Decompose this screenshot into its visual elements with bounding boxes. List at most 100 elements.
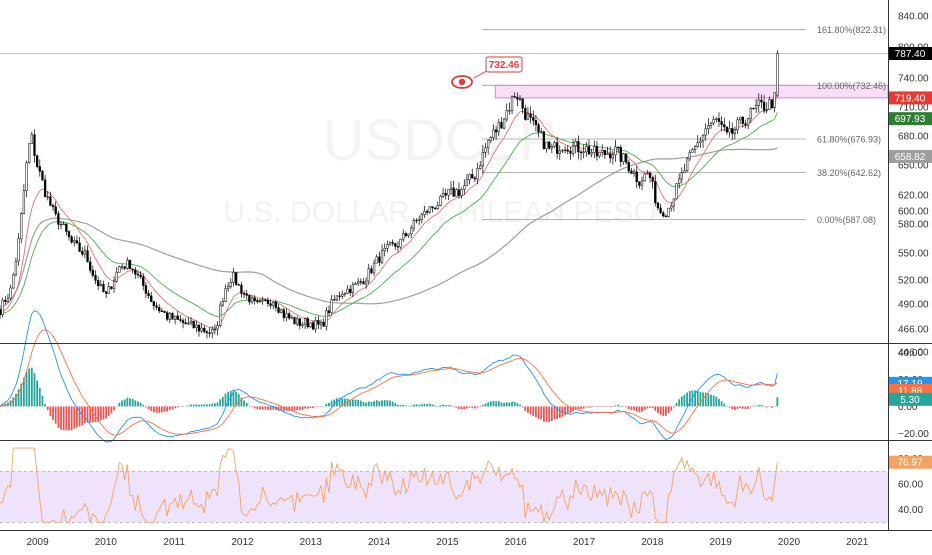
macd-histogram-bar[interactable] (466, 406, 468, 409)
macd-histogram-bar[interactable] (354, 399, 357, 407)
macd-histogram-bar[interactable] (253, 406, 256, 409)
macd-histogram-bar[interactable] (744, 406, 747, 410)
price-candle[interactable] (168, 311, 171, 324)
macd-histogram-bar[interactable] (699, 391, 702, 407)
macd-histogram-bar[interactable] (86, 406, 89, 423)
price-candle[interactable] (571, 139, 575, 157)
price-candle[interactable] (500, 117, 503, 129)
macd-histogram-bar[interactable] (731, 406, 734, 410)
macd-histogram-bar[interactable] (521, 406, 524, 408)
macd-histogram-bar[interactable] (588, 406, 590, 408)
macd-histogram-bar[interactable] (182, 406, 184, 407)
macd-histogram-bar[interactable] (155, 406, 158, 413)
macd-histogram-bar[interactable] (33, 373, 36, 407)
price-candle[interactable] (622, 153, 625, 165)
price-candle[interactable] (510, 95, 514, 115)
price-candle[interactable] (648, 171, 652, 183)
price-candle[interactable] (120, 263, 124, 270)
macd-histogram-bar[interactable] (184, 406, 187, 407)
price-candle[interactable] (423, 205, 426, 218)
macd-histogram-bar[interactable] (91, 406, 94, 423)
price-candle[interactable] (537, 122, 540, 138)
macd-histogram-bar[interactable] (428, 403, 431, 407)
macd-histogram-bar[interactable] (704, 392, 707, 407)
macd-histogram-bar[interactable] (373, 401, 375, 407)
price-candle[interactable] (479, 161, 482, 170)
macd-histogram-bar[interactable] (513, 401, 516, 407)
macd-histogram-bar[interactable] (688, 391, 691, 407)
price-candle[interactable] (28, 143, 31, 164)
price-candle[interactable] (465, 173, 469, 186)
macd-histogram-bar[interactable] (325, 403, 328, 407)
price-candle[interactable] (248, 294, 251, 305)
price-candle[interactable] (112, 276, 116, 293)
macd-histogram-bar[interactable] (256, 406, 259, 410)
macd-histogram-bar[interactable] (662, 406, 665, 416)
macd-histogram-bar[interactable] (678, 399, 681, 407)
macd-histogram-bar[interactable] (198, 404, 200, 407)
macd-histogram-bar[interactable] (619, 406, 622, 407)
macd-histogram-bar[interactable] (545, 406, 548, 422)
macd-histogram-bar[interactable] (129, 398, 131, 407)
macd-histogram-bar[interactable] (107, 406, 110, 416)
price-candle[interactable] (444, 188, 447, 200)
price-candle[interactable] (441, 187, 445, 199)
price-last-value-tag[interactable] (889, 91, 932, 105)
macd-histogram-bar[interactable] (298, 406, 301, 411)
macd-histogram-bar[interactable] (442, 404, 444, 407)
macd-histogram-bar[interactable] (1, 404, 4, 407)
macd-histogram-bar[interactable] (641, 406, 643, 412)
macd-histogram-bar[interactable] (22, 377, 25, 407)
price-candle[interactable] (707, 118, 710, 135)
macd-histogram-bar[interactable] (593, 406, 596, 407)
price-candle[interactable] (14, 257, 18, 277)
price-candle[interactable] (521, 98, 524, 114)
macd-histogram-bar[interactable] (168, 406, 171, 411)
macd-histogram-bar[interactable] (680, 396, 683, 407)
macd-histogram-bar[interactable] (264, 406, 267, 410)
macd-histogram-bar[interactable] (577, 406, 580, 410)
price-candle[interactable] (272, 300, 275, 310)
price-candle[interactable] (314, 316, 317, 333)
price-candle[interactable] (447, 189, 450, 201)
macd-histogram-bar[interactable] (516, 403, 519, 407)
macd-histogram-bar[interactable] (304, 406, 306, 409)
macd-line[interactable] (0, 310, 778, 443)
price-candle[interactable] (203, 325, 206, 334)
price-candle[interactable] (513, 92, 516, 98)
macd-histogram-bar[interactable] (667, 406, 670, 414)
price-candle[interactable] (346, 285, 349, 295)
price-candle[interactable] (624, 153, 628, 165)
price-candle[interactable] (25, 160, 28, 198)
price-candle[interactable] (529, 106, 532, 124)
price-candle[interactable] (78, 237, 81, 252)
macd-histogram-bar[interactable] (97, 406, 100, 422)
price-candle[interactable] (667, 207, 670, 218)
signal-line[interactable] (0, 329, 778, 436)
macd-histogram-bar[interactable] (739, 406, 742, 409)
price-candle[interactable] (357, 277, 360, 287)
macd-histogram-bar[interactable] (28, 368, 31, 407)
macd-histogram-bar[interactable] (163, 406, 166, 412)
price-candle[interactable] (1, 297, 4, 318)
macd-histogram-bar[interactable] (611, 406, 614, 407)
price-candle[interactable] (73, 236, 76, 247)
price-candle[interactable] (476, 162, 479, 185)
price-candle[interactable] (229, 278, 232, 289)
macd-histogram-bar[interactable] (362, 401, 365, 407)
price-candle[interactable] (505, 103, 508, 122)
price-candle[interactable] (680, 167, 683, 184)
price-candle[interactable] (0, 305, 2, 320)
macd-histogram-bar[interactable] (580, 406, 582, 409)
price-candle[interactable] (12, 272, 15, 289)
macd-histogram-bar[interactable] (601, 406, 604, 407)
macd-histogram-bar[interactable] (235, 391, 238, 407)
macd-histogram-bar[interactable] (492, 400, 495, 407)
price-candle[interactable] (59, 220, 63, 230)
price-candle[interactable] (715, 117, 718, 123)
macd-histogram-bar[interactable] (52, 406, 54, 420)
macd-histogram-bar[interactable] (89, 406, 92, 423)
price-candle[interactable] (712, 115, 715, 126)
macd-histogram-bar[interactable] (500, 402, 503, 407)
price-candle[interactable] (295, 315, 299, 327)
